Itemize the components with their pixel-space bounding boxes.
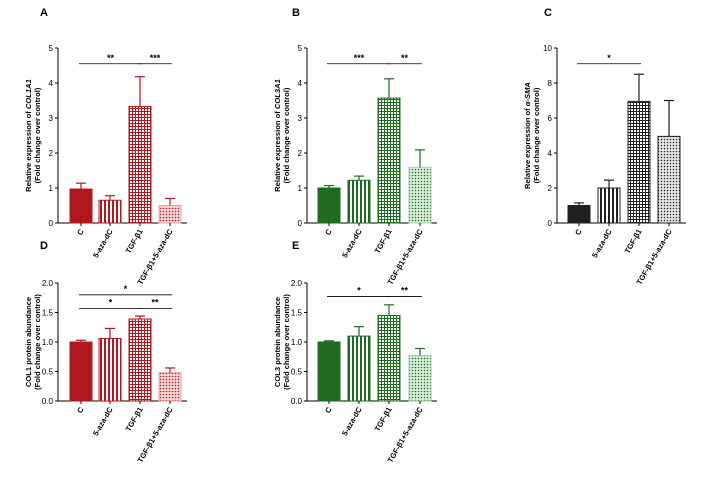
y-axis-label: (Fold change over control) [33, 294, 42, 390]
y-tick-label: 2.0 [42, 279, 54, 288]
bar [347, 335, 371, 402]
category-label: TGF-β1 [124, 405, 145, 433]
bar [128, 318, 152, 402]
y-tick-label: 1 [49, 184, 54, 193]
category-label: C [323, 405, 334, 415]
y-tick-label: 6 [548, 114, 553, 123]
y-axis-label: (Fold change over control) [282, 87, 291, 183]
significance-label: * [109, 297, 113, 307]
category-label: TGF-β1+5-aza-dC [386, 405, 425, 464]
panel-c: C 0 2 4 6 8 10 Relative expression of α-SMA (Fol… [523, 7, 686, 286]
y-tick-label: 0.5 [291, 368, 303, 377]
y-tick-label: 2 [49, 149, 54, 158]
category-label: 5-aza-dC [590, 227, 614, 259]
y-tick-label: 4 [548, 149, 553, 158]
bar [377, 314, 401, 402]
significance-label: ** [107, 53, 115, 63]
category-label: TGF-β1+5-aza-dC [386, 227, 425, 286]
y-axis-label: Relative expression of α-SMA [523, 82, 532, 189]
y-axis-label: COL1 protein abundance [24, 297, 33, 387]
category-label: TGF-β1 [124, 227, 145, 255]
category-label: 5-aza-dC [340, 405, 364, 437]
bar [347, 179, 371, 224]
category-label: C [573, 227, 584, 237]
panel-e: E 0.0 0.5 1.0 1.5 2.0 COL3 protein abundance (F… [273, 240, 437, 464]
bar [98, 337, 122, 402]
significance-label: *** [354, 53, 365, 63]
y-tick-label: 5 [49, 44, 54, 53]
bar [317, 187, 341, 224]
y-axis-label: (Fold change over control) [33, 87, 42, 183]
y-tick-label: 0.0 [42, 397, 54, 406]
y-axis-label: (Fold change over control) [282, 294, 291, 390]
bar [128, 105, 152, 224]
y-axis-label: COL3 protein abundance [273, 297, 282, 387]
bar [158, 372, 182, 402]
y-tick-label: 1.5 [291, 309, 303, 318]
y-tick-label: 2 [548, 184, 553, 193]
y-tick-label: 4 [49, 79, 54, 88]
bar [567, 205, 591, 224]
panel-letter: B [292, 7, 300, 19]
category-label: C [323, 227, 334, 237]
significance-label: * [357, 286, 361, 296]
y-axis-label: Relative expression of COL3A1 [273, 79, 282, 192]
bar [408, 166, 432, 224]
category-label: 5-aza-dC [340, 227, 364, 259]
y-tick-label: 1.0 [42, 338, 54, 347]
y-axis-label: Relative expression of COL1A1 [24, 79, 33, 192]
bar [158, 205, 182, 224]
panel-d: D 0.0 0.5 1.0 1.5 2.0 COL1 protein abundance (F… [24, 240, 187, 464]
significance-label: * [124, 284, 128, 294]
bar [69, 341, 93, 402]
category-label: C [75, 405, 86, 415]
y-axis-label: (Fold change over control) [532, 87, 541, 183]
significance-label: ** [401, 53, 409, 63]
significance-label: ** [401, 286, 409, 296]
bar [597, 187, 621, 224]
y-tick-label: 8 [548, 79, 553, 88]
bar [377, 97, 401, 224]
category-label: 5-aza-dC [91, 405, 115, 437]
panel-letter: E [292, 240, 299, 252]
y-tick-label: 0.0 [291, 397, 303, 406]
panel-a: A 0 1 2 3 4 5 Relative expression of COL1A1 (Fol… [24, 7, 187, 286]
significance-label: *** [150, 53, 161, 63]
category-label: 5-aza-dC [91, 227, 115, 259]
category-label: TGF-β1 [373, 227, 394, 255]
y-tick-label: 1.0 [291, 338, 303, 347]
y-tick-label: 10 [543, 44, 552, 53]
category-label: TGF-β1 [373, 405, 394, 433]
y-tick-label: 1 [298, 184, 303, 193]
category-label: C [75, 227, 86, 237]
bar [657, 135, 681, 224]
bar [69, 188, 93, 224]
bar [98, 199, 122, 224]
panel-letter: A [40, 7, 48, 19]
bar [408, 355, 432, 402]
bar [627, 100, 651, 224]
y-tick-label: 0 [298, 219, 303, 228]
y-tick-label: 2 [298, 149, 303, 158]
significance-label: ** [151, 297, 159, 307]
significance-label: * [607, 53, 611, 63]
y-tick-label: 0 [49, 219, 54, 228]
y-tick-label: 3 [298, 114, 303, 123]
y-tick-label: 2.0 [291, 279, 303, 288]
category-label: TGF-β1 [623, 227, 644, 255]
y-tick-label: 5 [298, 44, 303, 53]
panel-letter: D [40, 240, 48, 252]
panel-letter: C [544, 7, 552, 19]
y-tick-label: 1.5 [42, 309, 54, 318]
y-tick-label: 0.5 [42, 368, 54, 377]
bar [317, 341, 341, 402]
y-tick-label: 3 [49, 114, 54, 123]
y-tick-label: 4 [298, 79, 303, 88]
y-tick-label: 0 [548, 219, 553, 228]
